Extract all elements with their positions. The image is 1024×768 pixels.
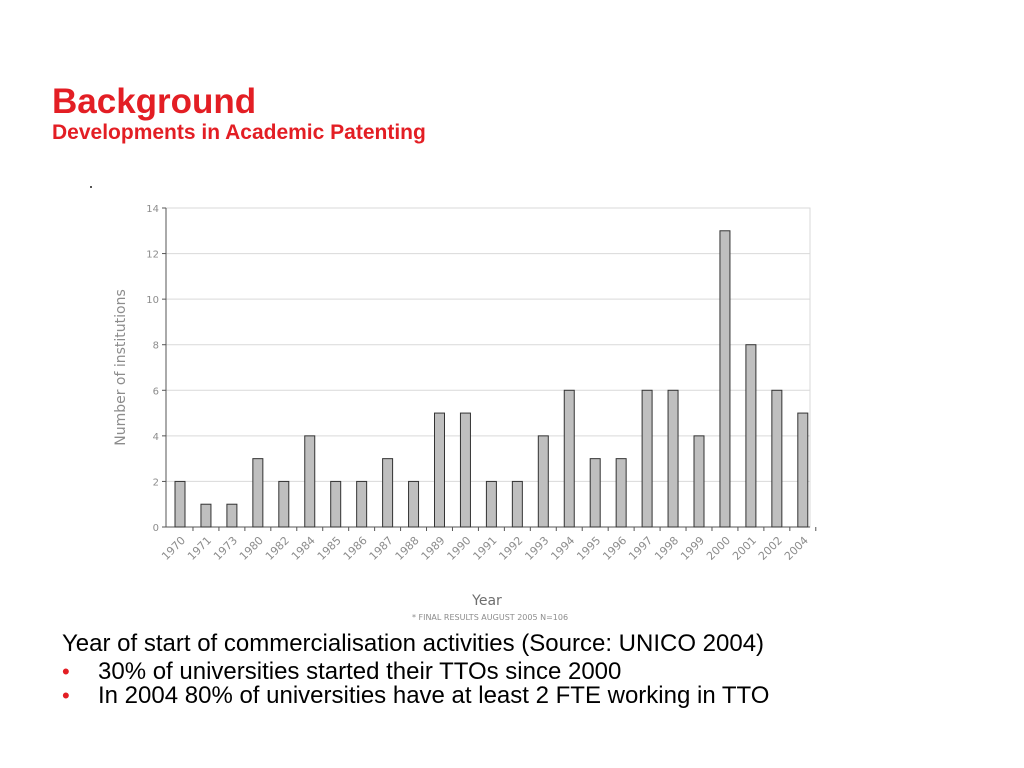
bar-1985 — [330, 480, 342, 528]
x-tick-label: 1982 — [263, 534, 292, 563]
bar-1984 — [304, 435, 316, 528]
x-tick-label: 1997 — [626, 534, 655, 563]
y-tick-label: 14 — [146, 204, 159, 215]
bar-1990 — [459, 412, 471, 528]
x-tick-label: 2004 — [782, 534, 811, 563]
bullet-item: • In 2004 80% of universities have at le… — [62, 684, 769, 708]
bullet-icon: • — [62, 683, 70, 708]
stray-dot — [90, 186, 92, 188]
x-tick-label: 1970 — [159, 534, 188, 563]
bar-2002 — [771, 389, 783, 528]
x-tick-label: 1988 — [393, 534, 422, 563]
x-tick-label: 1980 — [237, 534, 266, 563]
x-tick-label: 2000 — [704, 534, 733, 563]
slide-subtitle: Developments in Academic Patenting — [52, 121, 426, 144]
x-tick-label: 1984 — [289, 534, 318, 563]
bar-1997 — [641, 389, 653, 528]
bar-1971 — [200, 503, 212, 528]
y-tick-label: 6 — [153, 386, 159, 397]
x-axis-label: Year — [471, 593, 502, 609]
bar-2001 — [745, 344, 757, 528]
chart-caption: Year of start of commercialisation activ… — [62, 630, 765, 657]
bar-1995 — [589, 458, 601, 528]
bullet-list: • 30% of universities started their TTOs… — [62, 660, 769, 708]
bullet-text: 30% of universities started their TTOs s… — [98, 658, 622, 685]
y-tick-label: 2 — [153, 477, 159, 488]
bar-1989 — [434, 412, 445, 528]
bar-2004 — [797, 412, 809, 528]
x-tick-label: 1971 — [185, 534, 214, 563]
bar-1970 — [174, 480, 186, 528]
y-tick-label: 0 — [153, 523, 159, 534]
bar-1987 — [382, 458, 394, 528]
x-tick-label: 1991 — [471, 534, 500, 563]
bar-1988 — [408, 480, 420, 528]
bar-1992 — [511, 480, 523, 528]
bar-1991 — [485, 480, 497, 528]
bar-1994 — [563, 389, 575, 528]
bar-1998 — [667, 389, 679, 528]
x-tick-label: 1995 — [574, 534, 603, 563]
bar-1986 — [356, 480, 368, 528]
bar-1996 — [615, 458, 627, 528]
x-tick-label: 1985 — [315, 534, 344, 563]
x-tick-label: 1987 — [367, 534, 396, 563]
x-tick-label: 1986 — [341, 534, 370, 563]
x-tick-label: 1996 — [600, 534, 629, 563]
bullet-icon: • — [62, 659, 70, 684]
y-tick-label: 4 — [153, 432, 159, 443]
bar-1993 — [537, 435, 549, 528]
x-tick-label: 1973 — [211, 534, 240, 563]
bullet-text: In 2004 80% of universities have at leas… — [98, 682, 770, 709]
bar-2000 — [719, 230, 731, 528]
x-tick-label: 1999 — [678, 534, 707, 563]
bar-1980 — [252, 458, 264, 528]
y-axis-label: Number of institutions — [113, 289, 129, 446]
bar-1973 — [226, 503, 238, 528]
x-tick-label: 1989 — [419, 534, 448, 563]
bar-1999 — [693, 435, 705, 528]
x-tick-label: 2002 — [756, 534, 785, 563]
x-tick-label: 2001 — [730, 534, 759, 563]
y-tick-label: 8 — [153, 341, 159, 352]
bar-chart: 0246810121419701971197319801982198419851… — [113, 204, 817, 622]
bullet-item: • 30% of universities started their TTOs… — [62, 660, 769, 684]
x-tick-label: 1998 — [652, 534, 681, 563]
x-tick-label: 1990 — [445, 534, 474, 563]
chart-note: * FINAL RESULTS AUGUST 2005 N=106 — [412, 613, 568, 622]
slide-title: Background — [52, 82, 257, 121]
y-tick-label: 12 — [146, 250, 159, 261]
x-tick-label: 1993 — [522, 534, 551, 563]
bar-1982 — [278, 480, 290, 528]
x-tick-label: 1992 — [496, 534, 525, 563]
x-tick-label: 1994 — [548, 534, 577, 563]
y-tick-label: 10 — [146, 295, 159, 306]
